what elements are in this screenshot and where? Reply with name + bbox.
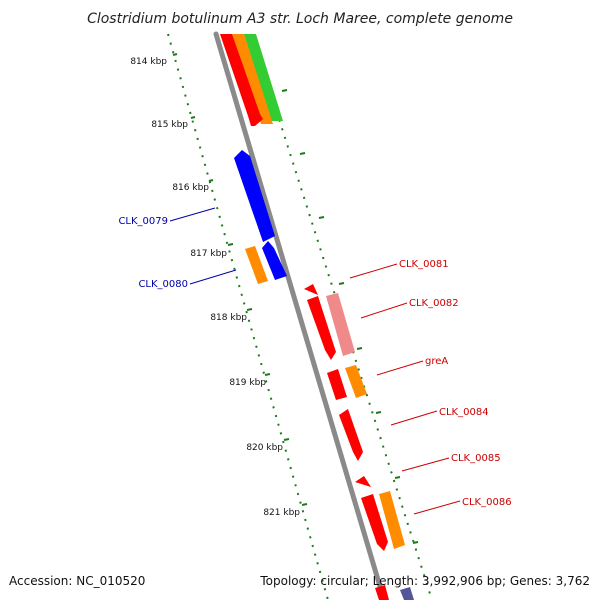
scale-label-819: 819 kbp — [229, 378, 266, 388]
genome-backbone — [213, 31, 387, 600]
leader-line-grea — [376, 360, 424, 376]
scale-major-ticks-right — [281, 89, 419, 544]
gene-label-clk-0081[interactable]: CLK_0081 — [399, 259, 449, 270]
gene-clk-0084[interactable] — [339, 409, 363, 461]
gene-label-clk-0086[interactable]: CLK_0086 — [462, 497, 512, 508]
leader-line-clk-0081 — [349, 263, 398, 279]
gene-top-red[interactable] — [220, 34, 263, 126]
scale-label-814: 814 kbp — [130, 57, 167, 67]
gene-label-clk-0079[interactable]: CLK_0079 — [118, 216, 168, 227]
leader-line-clk-0080 — [189, 269, 237, 285]
gene-clk-0079[interactable] — [234, 150, 275, 242]
map-title: Clostridium botulinum A3 str. Loch Maree… — [87, 11, 513, 27]
gene-label-grea[interactable]: greA — [425, 356, 448, 367]
leader-line-clk-0079 — [169, 207, 216, 222]
gene-label-clk-0080[interactable]: CLK_0080 — [138, 279, 188, 290]
bottom-red-feature[interactable] — [375, 585, 389, 600]
scale-label-815: 815 kbp — [151, 120, 188, 130]
scale-dotted-line-left — [167, 33, 329, 600]
gene-grea-red[interactable] — [327, 369, 347, 400]
scale-label-818: 818 kbp — [210, 313, 247, 323]
scale-major-ticks-left — [172, 53, 308, 506]
gene-grea-orange[interactable] — [345, 365, 367, 398]
scale-labels: 814 kbp 815 kbp 816 kbp 817 kbp 818 kbp … — [130, 57, 300, 518]
leader-line-clk-0086 — [413, 500, 461, 515]
scale-label-820: 820 kbp — [246, 443, 283, 453]
orange-feature-top[interactable] — [232, 34, 273, 124]
green-feature-strip[interactable] — [244, 34, 283, 121]
gene-clk-0080-blue[interactable] — [262, 241, 287, 280]
scale-label-816: 816 kbp — [172, 183, 209, 193]
scale-label-821: 821 kbp — [263, 508, 300, 518]
gene-clk-0082-red[interactable] — [307, 296, 336, 360]
topology-text: Topology: circular; Length: 3,992,906 bp… — [260, 574, 590, 588]
gene-clk-0086-orange[interactable] — [379, 491, 405, 549]
gene-clk-0086-red[interactable] — [361, 494, 388, 551]
gene-label-clk-0084[interactable]: CLK_0084 — [439, 407, 489, 418]
gene-clk-0081[interactable] — [304, 284, 318, 295]
gene-label-clk-0085[interactable]: CLK_0085 — [451, 453, 501, 464]
gene-clk-0080-orange[interactable] — [245, 246, 268, 284]
gene-clk-0085[interactable] — [355, 476, 371, 487]
bottom-blue-feature[interactable] — [400, 587, 414, 600]
leader-line-clk-0085 — [401, 457, 450, 472]
scale-label-817: 817 kbp — [190, 249, 227, 259]
accession-text: Accession: NC_010520 — [9, 574, 146, 588]
leader-line-clk-0082 — [360, 302, 408, 319]
gene-clk-0082-light[interactable] — [326, 293, 355, 356]
gene-label-clk-0082[interactable]: CLK_0082 — [409, 298, 459, 309]
leader-line-clk-0084 — [390, 410, 438, 426]
